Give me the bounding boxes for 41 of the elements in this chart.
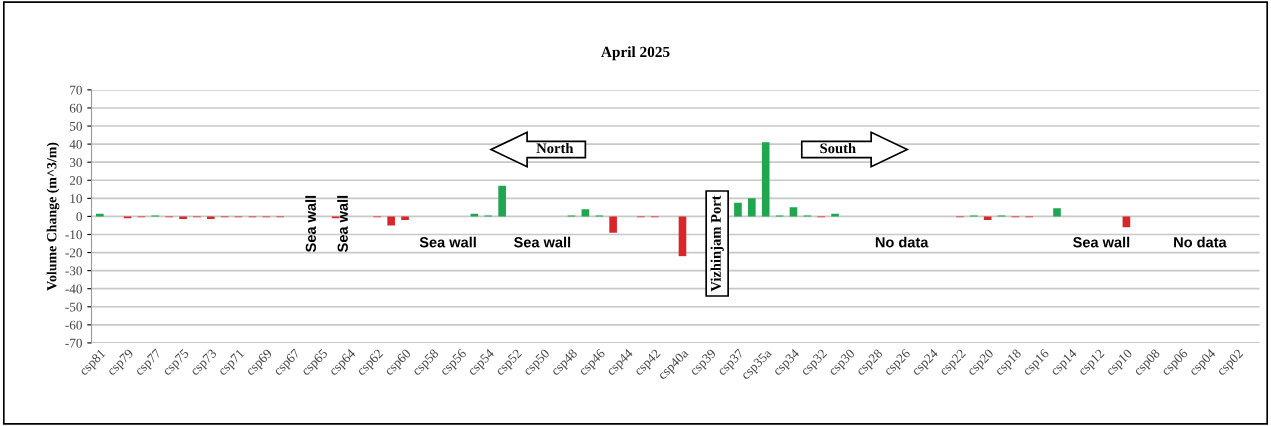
bar [678, 216, 687, 257]
bar [983, 216, 992, 221]
y-tick-label: 60 [69, 103, 82, 113]
annotation: North [536, 142, 574, 154]
chart-title: April 2025 [601, 46, 670, 61]
annotation: Sea wall [337, 195, 348, 252]
bar [789, 207, 798, 217]
y-tick-label: 70 [70, 85, 82, 95]
y-tick-label: -30 [65, 266, 82, 276]
annotation: Vizhinjam Port [710, 195, 724, 292]
bar [734, 202, 742, 217]
y-tick-label: -60 [65, 320, 82, 330]
bar [498, 185, 506, 217]
annotation: Sea wall [1073, 236, 1130, 248]
y-tick-label: 10 [70, 194, 82, 204]
y-tick-label: 20 [69, 176, 82, 185]
bar [609, 216, 617, 233]
annotation: Sea wall [305, 195, 316, 252]
annotation: South [820, 142, 856, 154]
annotation: Sea wall [419, 236, 476, 248]
annotation: No data [1174, 236, 1227, 248]
y-tick-label: -40 [65, 284, 82, 294]
bar [401, 216, 409, 221]
y-tick-label: -70 [65, 338, 82, 348]
bar [748, 198, 756, 217]
y-tick-label: -20 [65, 248, 82, 258]
annotation: No data [875, 236, 929, 248]
y-tick-label: 50 [70, 121, 82, 131]
bar [387, 216, 395, 226]
y-tick-label: 40 [69, 139, 82, 149]
bar [179, 216, 187, 220]
y-tick-label: 30 [69, 157, 82, 167]
y-tick-label: 0 [76, 212, 82, 222]
y-tick-label: -10 [65, 230, 82, 240]
bar [207, 216, 215, 220]
bar [761, 142, 770, 217]
annotation: Sea wall [514, 236, 571, 248]
y-axis-title: Volume Change (m^3/m) [46, 142, 60, 291]
bar [1053, 208, 1061, 217]
y-tick-label: -50 [65, 302, 82, 312]
bar [1122, 216, 1131, 228]
